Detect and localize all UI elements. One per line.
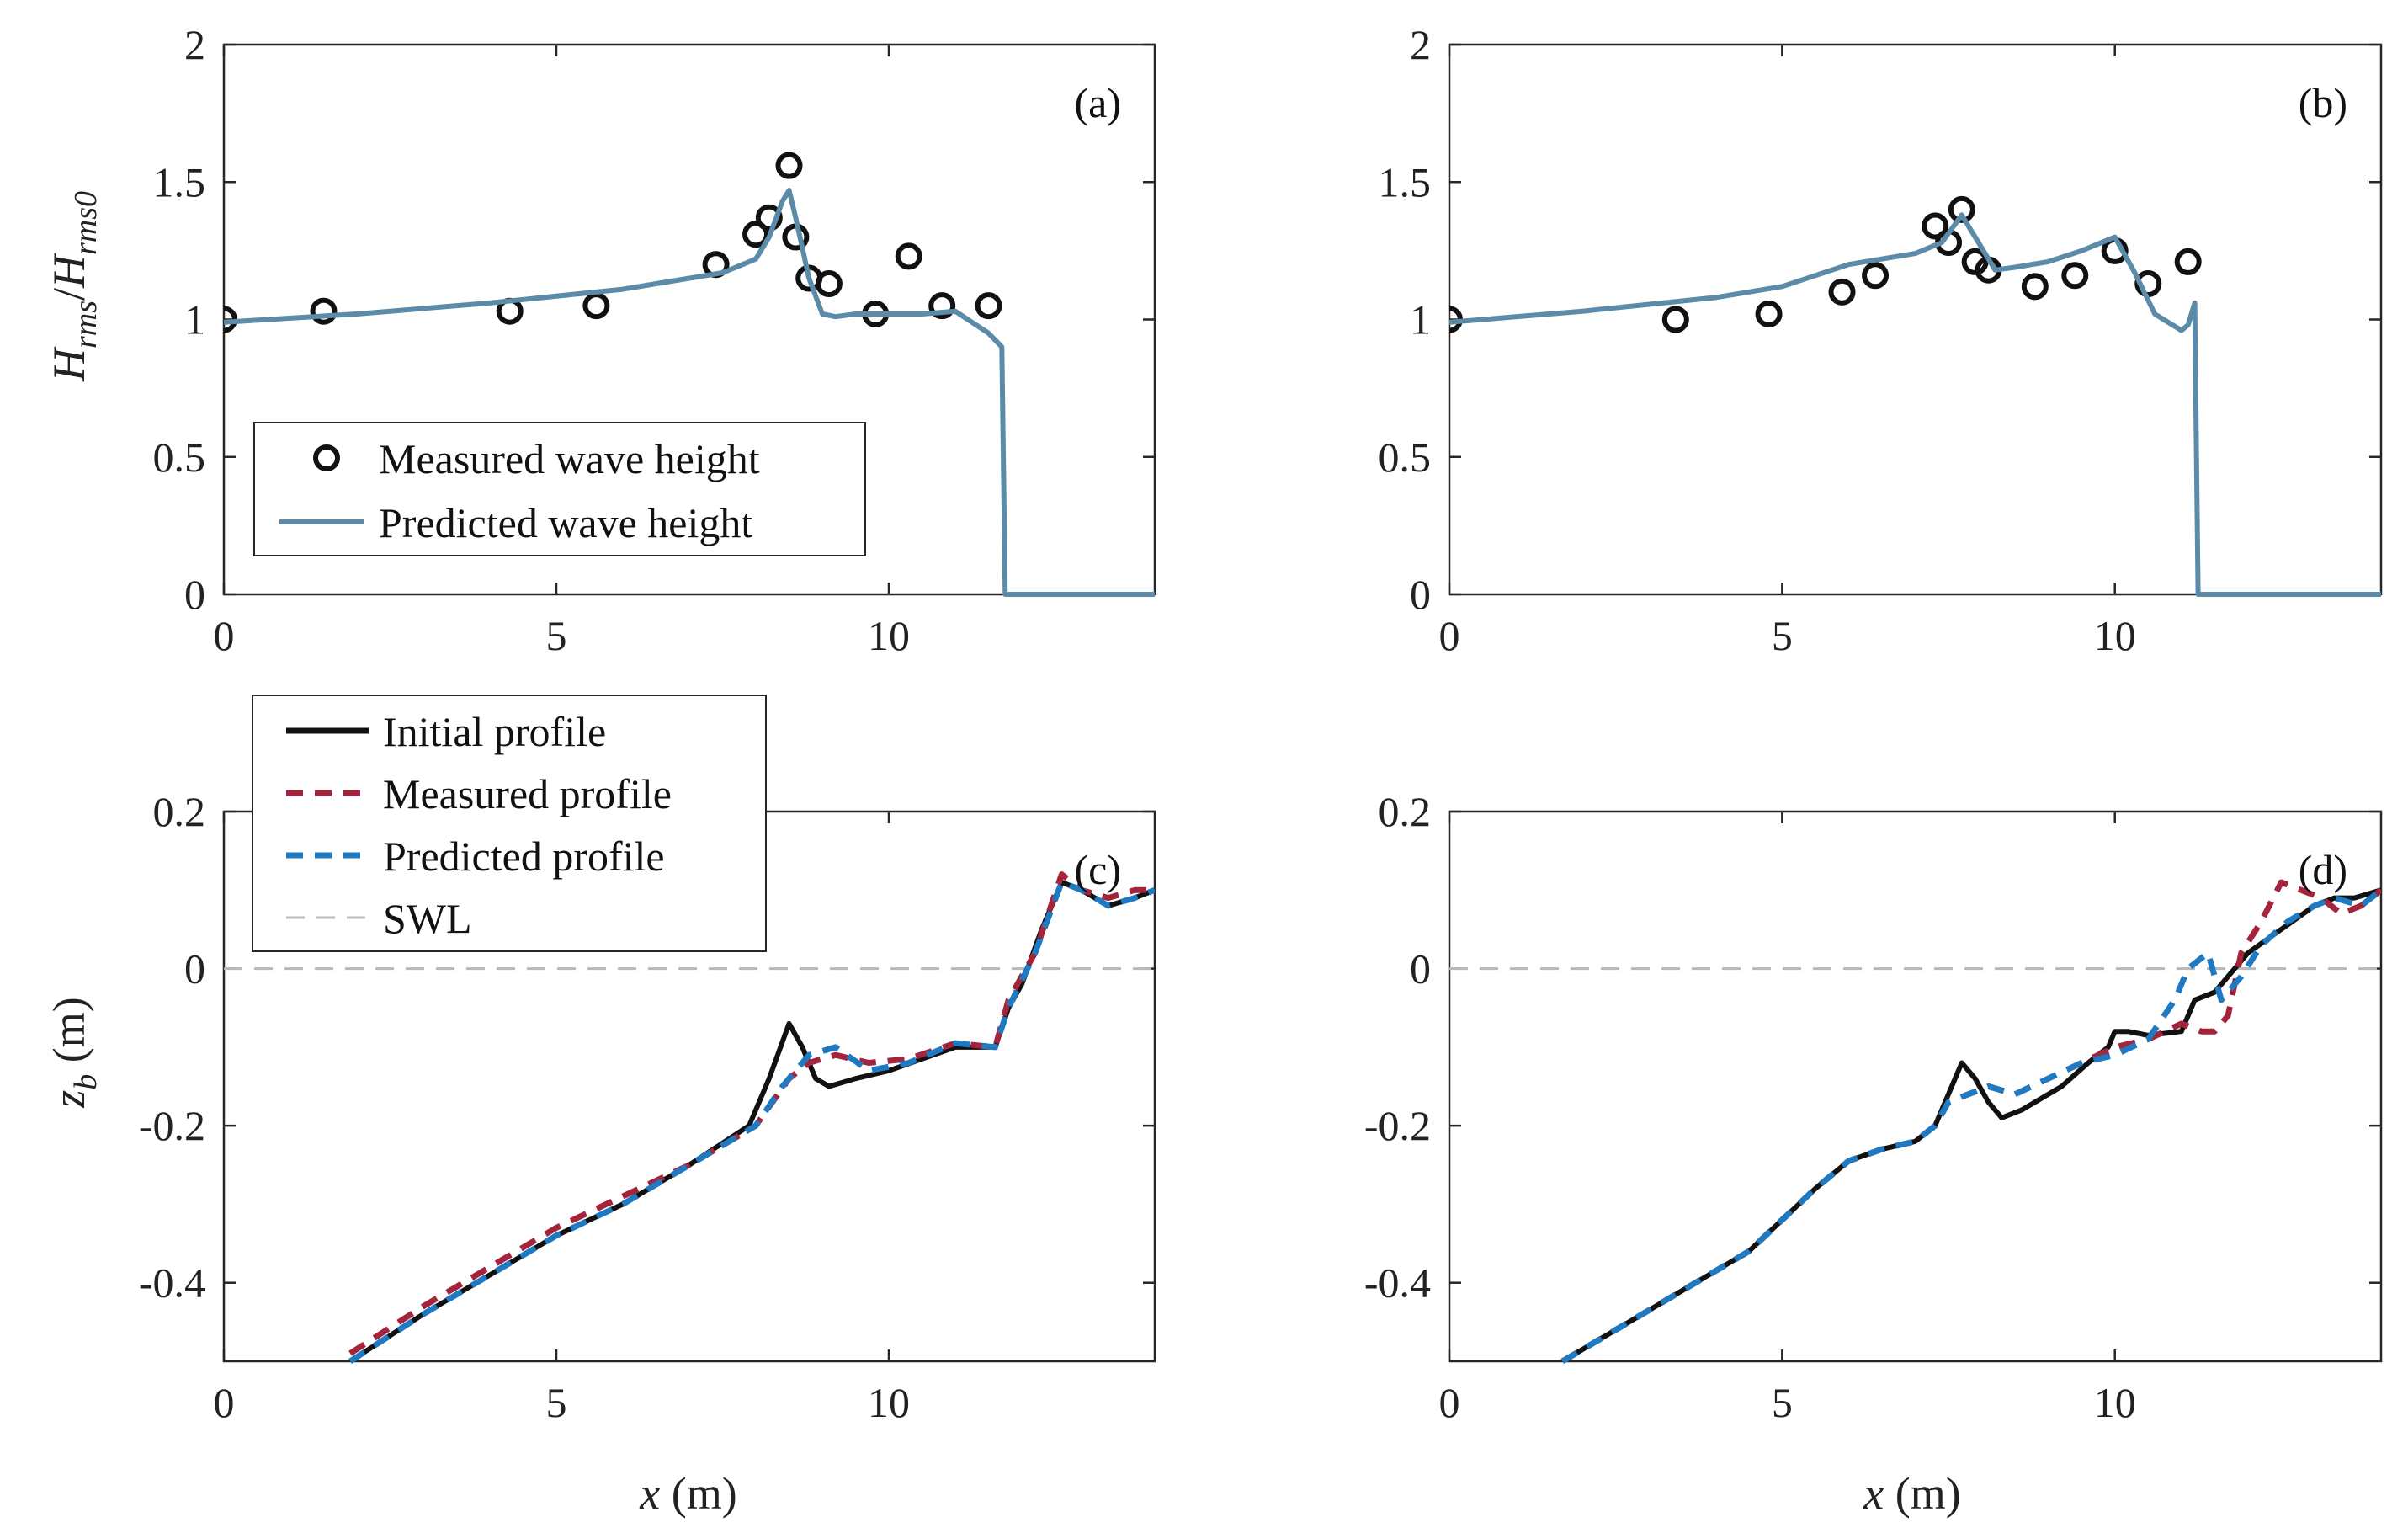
x-tick-label: 10	[2094, 612, 2136, 659]
y-tick-label: 0	[184, 571, 205, 618]
data-point-measured-wave-height	[1948, 195, 1975, 223]
legend-measured-marker	[313, 444, 340, 471]
panel-a: 0 5 10 0 0.5 1 1.5 2 (a)	[153, 21, 1156, 659]
y-tick-label: 0	[1410, 945, 1431, 993]
y-tick-label: 0	[1410, 571, 1431, 618]
data-point-measured-wave-height	[1922, 212, 1949, 240]
y-tick-label: -0.4	[1364, 1259, 1431, 1307]
data-point-measured-wave-height	[1755, 300, 1783, 327]
legend-measured-label: Measured wave height	[379, 435, 760, 482]
x-tick-label: 0	[214, 612, 235, 659]
x-axis-label-d: x (m)	[1863, 1468, 1960, 1519]
legend-predicted-profile-label: Predicted profile	[383, 833, 665, 880]
y-tick-label: 1.5	[1379, 158, 1432, 205]
y-tick-label: 2	[1410, 21, 1431, 68]
y-tick-label: 2	[184, 21, 205, 68]
panel-b: 0 5 10 0 0.5 1 1.5 2 (b)	[1379, 21, 2383, 659]
x-tick-label: 0	[1439, 612, 1460, 659]
panel-label-c: (c)	[1075, 846, 1122, 893]
plot-area-d	[1448, 810, 2383, 1363]
series-line-predicted-wave-height	[1449, 212, 2381, 597]
x-tick-label: 10	[868, 1379, 910, 1426]
series-line-predicted-profile	[348, 879, 1155, 1364]
y-tick-label: 0.2	[153, 788, 206, 835]
x-tick-label: 5	[546, 612, 567, 659]
data-point-measured-wave-height	[742, 221, 769, 248]
y-tick-label: -0.4	[139, 1259, 205, 1307]
data-point-measured-wave-height	[928, 292, 956, 320]
y-tick-label: 1.5	[153, 158, 206, 205]
data-point-measured-wave-height	[310, 297, 338, 325]
legend-initial-label: Initial profile	[383, 708, 606, 755]
legend-profile-box	[252, 695, 767, 952]
data-point-measured-wave-height	[815, 270, 843, 298]
x-tick-label: 10	[868, 612, 910, 659]
data-point-measured-wave-height	[1661, 306, 1689, 333]
panel-label-b: (b)	[2299, 79, 2347, 126]
y-axis-label-top: Hrms/Hrms0	[44, 191, 104, 382]
legend-predicted-label: Predicted wave height	[379, 499, 752, 546]
data-point-measured-wave-height	[975, 292, 1002, 320]
x-tick-label: 10	[2094, 1379, 2136, 1426]
x-tick-label: 0	[1439, 1379, 1460, 1426]
data-point-measured-wave-height	[582, 292, 610, 320]
data-point-measured-wave-height	[755, 204, 783, 232]
y-tick-label: 1	[1410, 296, 1431, 343]
legend-swl-label: SWL	[383, 895, 472, 942]
x-tick-label: 0	[214, 1379, 235, 1426]
data-point-measured-wave-height	[1862, 262, 1890, 290]
panel-label-a: (a)	[1075, 79, 1122, 126]
x-axis-label-c: x (m)	[639, 1468, 736, 1519]
data-point-measured-wave-height	[895, 242, 922, 270]
series-group-b	[1449, 195, 2381, 597]
series-line-measured-profile	[348, 871, 1155, 1356]
series-line-predicted-wave-height	[224, 188, 1155, 597]
series-line-predicted-profile	[1560, 887, 2381, 1365]
legend-profiles: Initial profile Measured profile Predict…	[252, 695, 767, 952]
x-tick-label: 5	[1772, 1379, 1793, 1426]
y-tick-label: 0.2	[1379, 788, 1432, 835]
data-point-measured-wave-height	[2021, 273, 2049, 301]
x-tick-label: 5	[546, 1379, 567, 1426]
y-tick-label: 0.5	[153, 434, 206, 481]
data-point-measured-wave-height	[1828, 278, 1856, 306]
y-tick-label: 1	[184, 296, 205, 343]
legend-wave-height: Measured wave height Predicted wave heig…	[253, 422, 866, 556]
data-point-measured-wave-height	[2061, 262, 2089, 290]
y-tick-label: -0.2	[139, 1102, 205, 1149]
panel-d: 0 5 10 -0.4 -0.2 0 0.2 (d)	[1364, 788, 2383, 1426]
data-point-measured-wave-height	[775, 152, 803, 179]
series-group-d	[1449, 879, 2381, 1365]
panel-label-d: (d)	[2299, 846, 2347, 893]
y-tick-label: 0.5	[1379, 434, 1432, 481]
legend-measured-profile-label: Measured profile	[383, 770, 672, 817]
y-axis-label-bottom: zb (m)	[44, 997, 104, 1108]
series-group-c	[224, 871, 1155, 1364]
legend-wave-box	[253, 422, 866, 556]
y-tick-label: 0	[184, 945, 205, 993]
series-group-a	[224, 152, 1155, 597]
y-tick-label: -0.2	[1364, 1102, 1431, 1149]
x-tick-label: 5	[1772, 612, 1793, 659]
data-point-measured-wave-height	[2174, 248, 2202, 275]
